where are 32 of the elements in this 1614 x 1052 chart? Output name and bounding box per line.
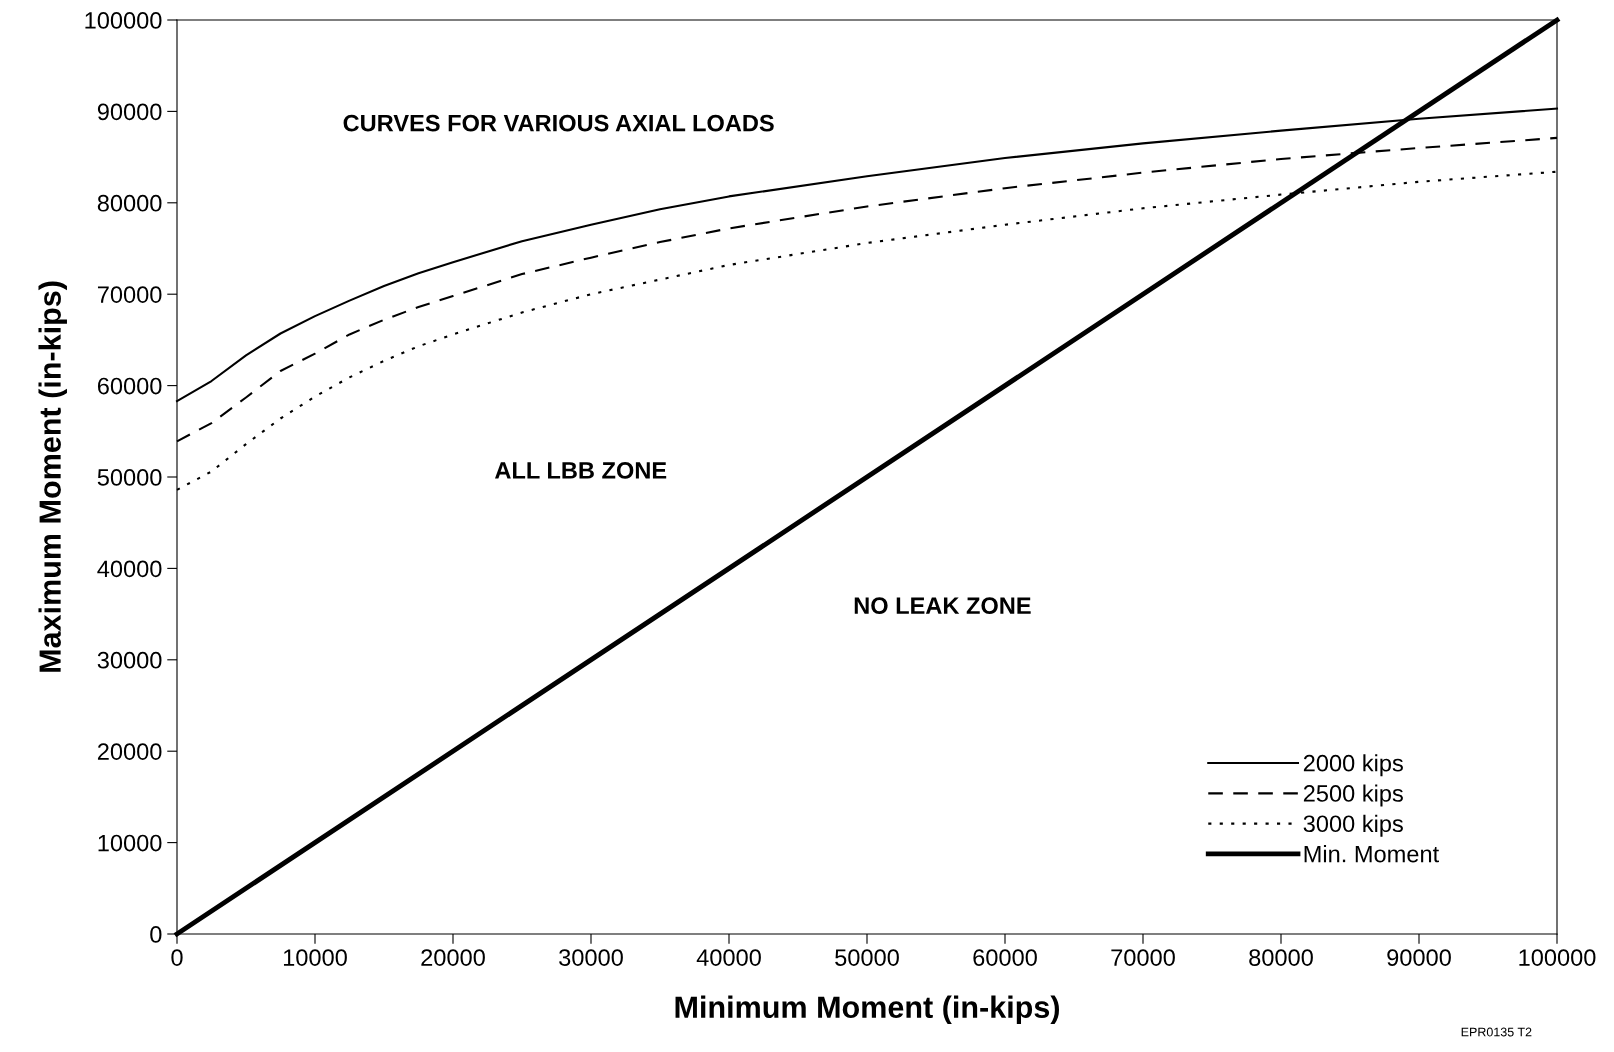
- y-tick-label: 80000: [97, 194, 162, 212]
- x-tick-label: 50000: [835, 949, 899, 966]
- legend-label: Min. Moment: [1304, 845, 1439, 863]
- legend-label: 3000 kips: [1303, 814, 1403, 837]
- y-tick-label: 40000: [97, 560, 162, 578]
- y-tick-label: 60000: [97, 377, 162, 395]
- x-tick-label: 20000: [421, 949, 485, 966]
- x-tick-label: 0: [171, 949, 183, 966]
- y-tick-label: 70000: [97, 286, 162, 303]
- y-tick-label: 50000: [97, 469, 162, 486]
- y-tick-label: 30000: [97, 651, 162, 669]
- x-axis-title: Minimum Moment (in-kips): [675, 995, 1059, 1025]
- x-tick-label: 60000: [973, 949, 1037, 966]
- legend-label: 2500 kips: [1303, 784, 1403, 807]
- y-tick-label: 90000: [97, 103, 162, 121]
- x-tick-label: 10000: [283, 949, 347, 966]
- x-tick-label: 30000: [559, 949, 623, 966]
- annotation: ALL LBB ZONE: [494, 462, 667, 479]
- y-axis-title: Maximum Moment (in-kips): [38, 281, 67, 672]
- annotation: CURVES FOR VARIOUS AXIAL LOADS: [343, 114, 774, 132]
- legend-label: 2000 kips: [1303, 754, 1403, 777]
- x-tick-label: 40000: [696, 949, 761, 966]
- y-tick-label: 100000: [85, 12, 162, 29]
- annotation: NO LEAK ZONE: [854, 597, 1031, 615]
- y-tick-label: 10000: [98, 834, 162, 852]
- y-tick-label: 20000: [97, 743, 162, 760]
- x-tick-label: 100000: [1519, 949, 1596, 966]
- y-tick-label: 0: [150, 926, 162, 943]
- text: EPR0135 T2: [1461, 1027, 1532, 1037]
- x-tick-label: 70000: [1111, 949, 1175, 966]
- x-tick-label: 90000: [1387, 949, 1451, 966]
- x-tick-label: 80000: [1249, 949, 1313, 966]
